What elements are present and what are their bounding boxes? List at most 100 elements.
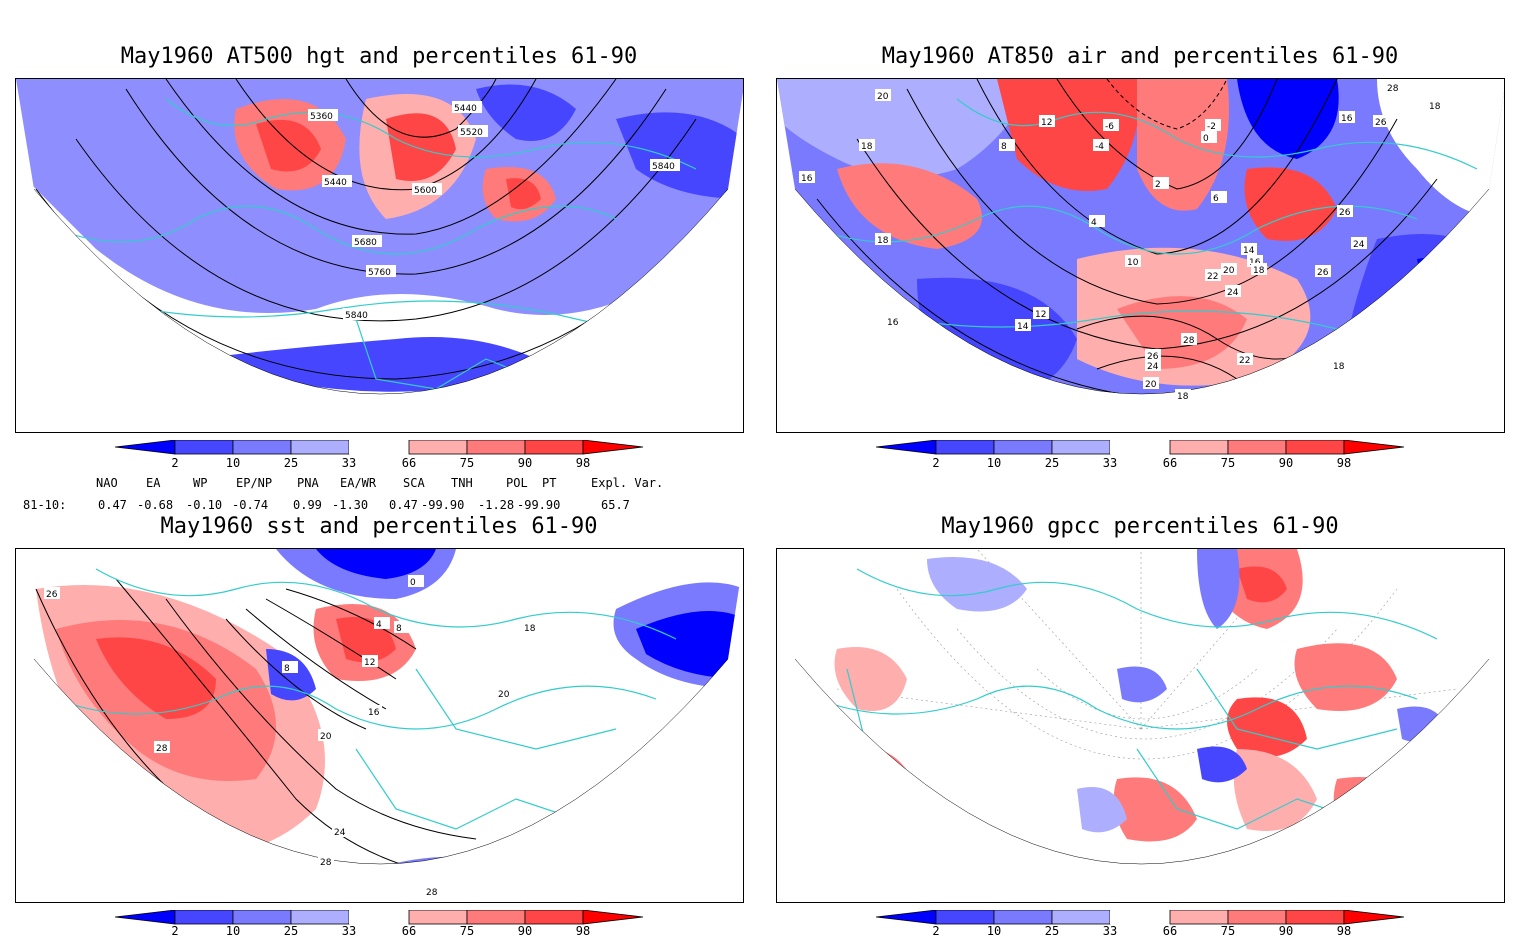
contour-labels-air850: 20 18 16 18 16 8 4 12 14 10 2 -2 6 14 16… — [799, 81, 1443, 402]
colorbar-tick: 25 — [283, 456, 299, 470]
contour-label: 12 — [1035, 310, 1046, 320]
contour-label: 5520 — [460, 128, 483, 138]
contour-label: 5440 — [454, 104, 477, 114]
contour-label: 18 — [1177, 392, 1189, 402]
colorbar-tick: 10 — [986, 924, 1002, 938]
contour-label: 22 — [1239, 356, 1250, 366]
contour-label: 28 — [1387, 84, 1399, 94]
colorbar-tick: 2 — [932, 456, 940, 470]
colorbar-tick: 25 — [1044, 456, 1060, 470]
contour-label: 5600 — [414, 186, 437, 196]
contour-labels-hgt500: 5360 5440 5520 5440 5600 5680 5760 5840 … — [308, 101, 680, 321]
contour-label: 5360 — [310, 112, 333, 122]
contour-label: 20 — [1145, 380, 1157, 390]
index-value: 65.7 — [601, 498, 630, 512]
index-header: TNH — [451, 476, 473, 490]
index-header: NAO — [96, 476, 118, 490]
colorbar-tick: 33 — [1102, 924, 1118, 938]
map-panel-air850: 20 18 16 18 16 8 4 12 14 10 2 -2 6 14 16… — [776, 78, 1505, 433]
contour-label: -6 — [1105, 122, 1114, 132]
colorbar-tick: 66 — [1162, 924, 1178, 938]
contour-label: 26 — [1317, 268, 1329, 278]
contour-label: 18 — [524, 624, 536, 634]
colorbar-tick: 98 — [1336, 924, 1352, 938]
panel-title-sst: May1960 sst and percentiles 61-90 — [160, 514, 598, 539]
index-value: -0.74 — [232, 498, 269, 512]
contour-label: -2 — [1207, 122, 1216, 132]
colorbar-tick: 75 — [459, 456, 475, 470]
contour-label: 14 — [1017, 322, 1029, 332]
contour-label: 18 — [1333, 362, 1345, 372]
map-panel-hgt500: 5360 5440 5520 5440 5600 5680 5760 5840 … — [15, 78, 744, 433]
contour-label: -4 — [1095, 142, 1104, 152]
index-header: PNA — [297, 476, 319, 490]
index-value: -99.90 — [517, 498, 561, 512]
contour-labels-sst: 26 0 4 8 12 8 16 20 18 20 24 28 28 28 — [44, 575, 538, 898]
index-header: PT — [542, 476, 557, 490]
colorbar-tick: 90 — [517, 456, 533, 470]
panel-title-hgt500: May1960 AT500 hgt and percentiles 61-90 — [120, 44, 638, 69]
index-value: -1.30 — [332, 498, 369, 512]
colorbar-tick: 2 — [932, 924, 940, 938]
colorbar-tick: 25 — [283, 924, 299, 938]
contour-label: 5440 — [324, 178, 347, 188]
indices-row-label: 81-10: — [23, 498, 67, 512]
map-air850: 20 18 16 18 16 8 4 12 14 10 2 -2 6 14 16… — [777, 79, 1504, 402]
contour-label: 16 — [801, 174, 813, 184]
colorbar-ticks-hgt500: 2 10 25 33 66 75 90 98 — [115, 456, 645, 472]
contour-label: 26 — [46, 590, 58, 600]
contour-label: 20 — [877, 92, 889, 102]
indices-header-row: NAO EA WP EP/NP PNA EA/WR SCA TNH POL PT… — [0, 476, 760, 492]
contour-label: 8 — [284, 664, 290, 674]
colorbar-tick: 66 — [401, 924, 417, 938]
map-gpcc — [794, 549, 1490, 865]
contour-label: 12 — [364, 658, 375, 668]
contour-label: 20 — [498, 690, 510, 700]
index-header: SCA — [403, 476, 425, 490]
contour-label: 28 — [156, 744, 168, 754]
colorbar-tick: 75 — [459, 924, 475, 938]
colorbar-tick: 2 — [171, 456, 179, 470]
contour-label: 8 — [396, 624, 402, 634]
contour-label: 28 — [1183, 336, 1195, 346]
contour-label: 18 — [1253, 266, 1265, 276]
contour-label: 0 — [410, 578, 416, 588]
contour-label: 14 — [1243, 246, 1255, 256]
colorbar-ticks-gpcc: 2 10 25 33 66 75 90 98 — [876, 924, 1406, 940]
map-panel-sst: 26 0 4 8 12 8 16 20 18 20 24 28 28 28 — [15, 548, 744, 903]
colorbar-tick: 33 — [341, 456, 357, 470]
contour-label: 2 — [1155, 180, 1161, 190]
index-value: 0.47 — [98, 498, 127, 512]
contour-label: 4 — [1091, 218, 1097, 228]
contour-label: 6 — [1213, 194, 1219, 204]
contour-label: 5840 — [345, 311, 368, 321]
map-sst: 26 0 4 8 12 8 16 20 18 20 24 28 28 28 — [33, 549, 743, 898]
index-header: Expl. Var. — [591, 476, 664, 490]
contour-label: 24 — [334, 828, 346, 838]
contour-label: 4 — [376, 620, 382, 630]
contour-label: 16 — [368, 708, 380, 718]
index-value: -0.10 — [186, 498, 223, 512]
contour-label: 5760 — [368, 268, 391, 278]
contour-label: 8 — [1001, 142, 1007, 152]
index-value: 0.99 — [293, 498, 322, 512]
colorbar-tick: 66 — [401, 456, 417, 470]
colorbar-tick: 66 — [1162, 456, 1178, 470]
colorbar-ticks-sst: 2 10 25 33 66 75 90 98 — [115, 924, 645, 940]
colorbar-tick: 10 — [986, 456, 1002, 470]
contour-label: 24 — [1147, 362, 1159, 372]
contour-label: 16 — [1341, 114, 1353, 124]
colorbar-tick: 25 — [1044, 924, 1060, 938]
colorbar-tick: 2 — [171, 924, 179, 938]
colorbar-hgt500 — [115, 440, 644, 455]
contour-label: 26 — [1339, 208, 1351, 218]
contour-label: 5680 — [354, 238, 377, 248]
index-value: -0.68 — [137, 498, 174, 512]
colorbar-tick: 33 — [341, 924, 357, 938]
colorbar-tick: 90 — [517, 924, 533, 938]
colorbar-tick: 98 — [1336, 456, 1352, 470]
colorbar-tick: 10 — [225, 456, 241, 470]
contour-label: 20 — [1223, 266, 1235, 276]
contour-label: 5840 — [652, 162, 675, 172]
index-header: EA — [146, 476, 161, 490]
